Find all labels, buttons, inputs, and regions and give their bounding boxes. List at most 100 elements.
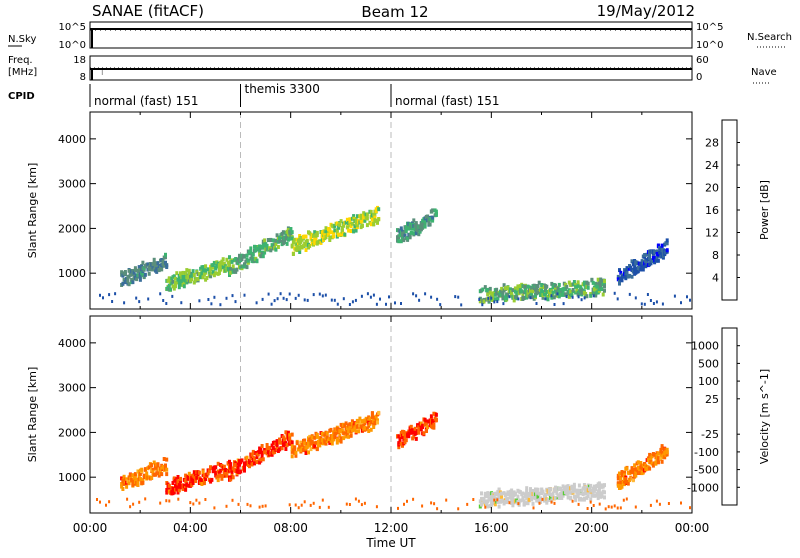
velocity-echo-cell <box>329 427 333 432</box>
power-echo-cell <box>155 269 159 274</box>
velocity-echo-cell <box>224 468 228 472</box>
velocity-echo-cell <box>618 471 621 476</box>
power-echo-cell <box>388 295 390 299</box>
velocity-echo-cell <box>480 502 483 507</box>
power-echo-cell <box>172 286 176 291</box>
velocity-echo-cell <box>680 501 682 505</box>
power-echo-cell <box>511 288 515 293</box>
velocity-echo-cell <box>268 445 272 450</box>
power-echo-cell <box>171 284 175 289</box>
power-echo-cell <box>655 249 659 254</box>
power-echo-cell <box>531 289 535 294</box>
power-echo-cell <box>192 273 196 277</box>
power-echo-cell <box>235 267 239 272</box>
velocity-echo-cell <box>253 456 256 461</box>
velocity-echo-cell <box>327 505 330 509</box>
velocity-echo-cell <box>648 466 652 471</box>
power-echo-cell <box>486 287 490 292</box>
power-echo-cell <box>165 302 168 305</box>
power-echo-cell <box>327 233 330 237</box>
power-echo-cell <box>600 287 604 292</box>
power-echo-cell <box>206 267 210 272</box>
power-echo-cell <box>108 293 111 297</box>
velocity-echo-cell <box>176 475 180 479</box>
power-echo-cell <box>221 257 225 262</box>
power-echo-cell <box>209 267 213 272</box>
nsky-label: N.Sky <box>8 34 36 45</box>
power-echo-cell <box>550 295 554 300</box>
freq-tick-top: 18 <box>73 55 86 66</box>
power-echo-cell <box>482 299 486 304</box>
velocity-echo-cell <box>280 446 284 451</box>
time-tick-label: 04:00 <box>173 521 208 535</box>
power-echo-cell <box>412 292 415 296</box>
velocity-echo-cell <box>579 491 583 496</box>
nave-tick-bottom: 0 <box>696 72 702 83</box>
power-echo-cell <box>165 265 169 269</box>
power-echo-cell <box>535 302 538 305</box>
velocity-echo-cell <box>600 494 604 499</box>
power-echo-cell <box>293 237 297 242</box>
velocity-echo-cell <box>325 435 329 440</box>
power-echo-cell <box>550 294 553 298</box>
power-echo-cell <box>329 230 333 235</box>
power-echo-cell <box>177 281 181 286</box>
velocity-echo-cell <box>597 488 601 493</box>
power-echo-cell <box>414 231 418 236</box>
power-echo-cell <box>523 284 527 289</box>
velocity-echo-cell <box>401 443 404 448</box>
velocity-echo-cell <box>516 494 520 499</box>
power-echo-cell <box>512 298 516 303</box>
power-colorbar-tick-label: 12 <box>705 227 719 240</box>
power-echo-cell <box>321 294 324 298</box>
velocity-colorbar-tick-label: -100 <box>694 446 719 459</box>
velocity-echo-cell <box>172 490 176 495</box>
velocity-echo-cell <box>231 475 235 480</box>
velocity-echo-cell <box>492 499 496 504</box>
power-ytick-label: 1000 <box>58 267 86 280</box>
power-echo-cell <box>352 214 356 219</box>
power-echo-cell <box>99 293 101 297</box>
velocity-echo-cell <box>506 498 510 502</box>
velocity-echo-band <box>228 430 294 482</box>
velocity-echo-cell <box>377 410 381 415</box>
velocity-echo-cell <box>343 431 347 436</box>
power-echo-cell <box>147 265 151 270</box>
velocity-echo-cell <box>660 459 664 464</box>
power-echo-cell <box>428 222 432 227</box>
power-echo-cell <box>246 260 250 265</box>
power-echo-cell <box>421 225 425 230</box>
velocity-echo-cell <box>187 471 191 476</box>
velocity-colorbar-tick-label: 500 <box>698 357 719 370</box>
velocity-echo-cell <box>653 452 657 457</box>
power-echo-cell <box>245 265 249 270</box>
power-echo-cell <box>340 229 344 234</box>
velocity-echo-cell <box>157 473 161 478</box>
power-echo-cell <box>411 226 415 231</box>
velocity-echo-cell <box>130 477 134 482</box>
velocity-echo-cell <box>185 483 189 488</box>
power-echo-cell <box>365 216 369 221</box>
velocity-echo-band <box>396 411 438 450</box>
velocity-echo-cell <box>239 469 243 474</box>
power-echo-cell <box>355 214 359 219</box>
power-echo-cell <box>185 268 189 273</box>
power-echo-cell <box>333 223 337 228</box>
power-echo-cell <box>273 299 276 303</box>
power-echo-cell <box>659 250 663 255</box>
velocity-echo-cell <box>318 443 322 448</box>
power-echo-cell <box>333 228 337 233</box>
velocity-echo-cell <box>304 451 308 455</box>
power-echo-cell <box>299 239 303 244</box>
velocity-echo-cell <box>225 473 229 478</box>
velocity-echo-cell <box>206 471 210 476</box>
power-echo-cell <box>359 213 363 218</box>
power-echo-cell <box>406 236 410 241</box>
time-tick-label: 08:00 <box>273 521 308 535</box>
velocity-echo-cell <box>145 471 149 476</box>
power-echo-cell <box>295 248 299 252</box>
power-echo-cell <box>409 230 413 235</box>
velocity-echo-cell <box>249 456 253 461</box>
power-echo-cell <box>508 295 511 299</box>
power-echo-cell <box>140 268 144 273</box>
